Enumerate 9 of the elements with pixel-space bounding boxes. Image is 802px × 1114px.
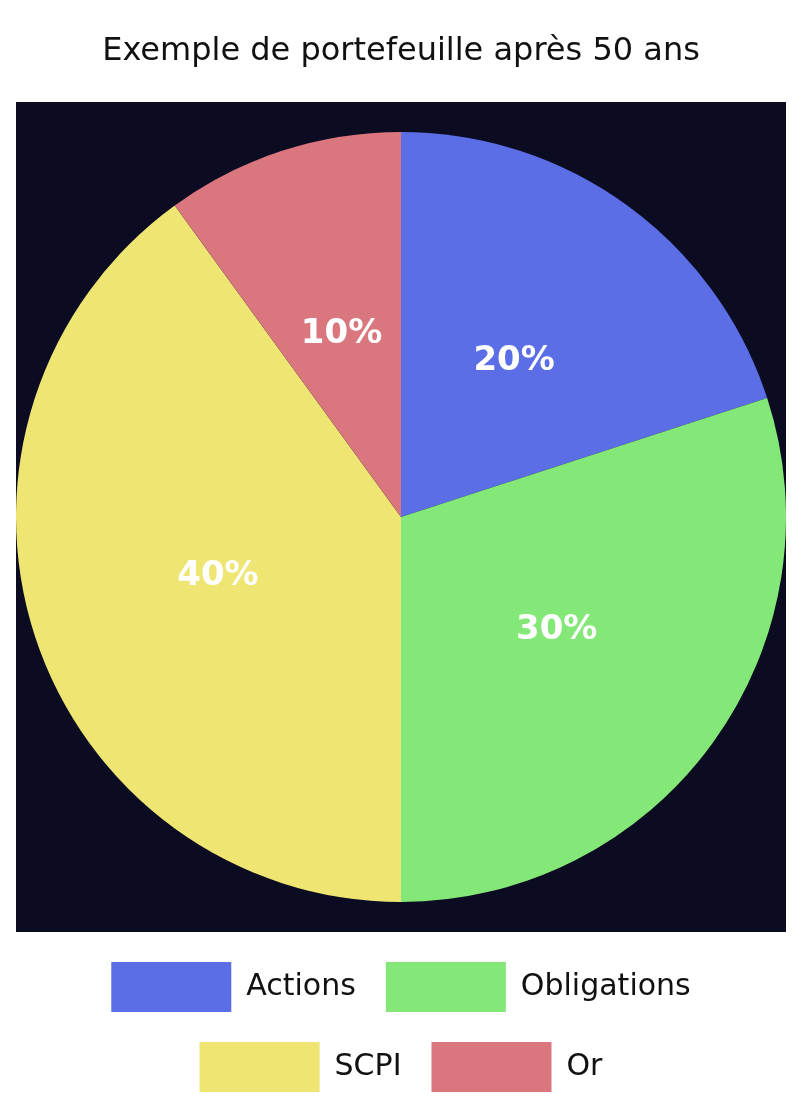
legend-label: SCPI <box>334 1046 402 1082</box>
legend-label: Obligations <box>520 966 691 1002</box>
legend-label: Actions <box>246 966 356 1002</box>
data-label: 10% <box>300 310 383 351</box>
chart-title: Exemple de portefeuille après 50 ans <box>101 29 701 70</box>
legend-label: Or <box>566 1046 604 1082</box>
data-label: 40% <box>177 553 259 594</box>
data-label: 20% <box>473 338 555 379</box>
data-label: 30% <box>516 606 598 647</box>
